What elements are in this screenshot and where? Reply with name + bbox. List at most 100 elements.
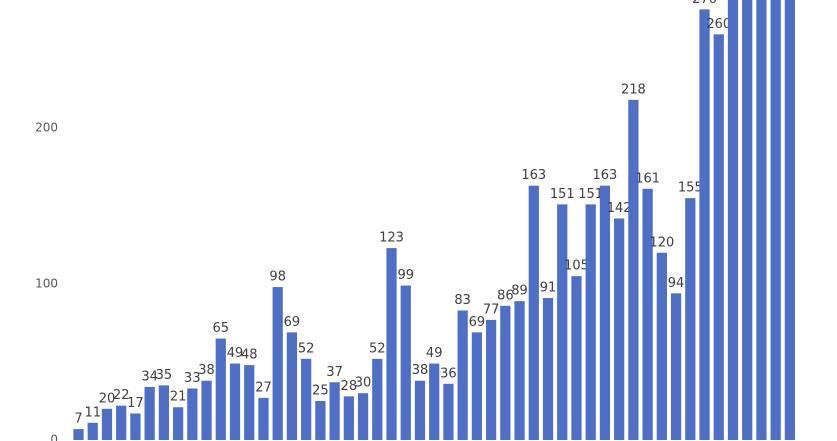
data-label: 30 [355, 376, 372, 391]
data-label: 38 [198, 363, 215, 378]
bar [685, 198, 696, 440]
bar [514, 301, 525, 440]
data-label: 11 [84, 405, 101, 420]
bar [258, 397, 269, 440]
data-label: 69 [284, 315, 301, 330]
data-label: 27 [255, 380, 272, 395]
bar [471, 332, 483, 440]
data-label: 218 [621, 82, 646, 97]
bar [315, 400, 326, 440]
bar [301, 358, 312, 440]
bar [172, 407, 184, 440]
bar [272, 287, 283, 440]
data-label: 69 [469, 315, 486, 330]
bar [443, 383, 454, 440]
data-label: 77 [483, 302, 500, 317]
bar [670, 293, 682, 440]
data-label: 49 [426, 346, 443, 361]
bar [158, 385, 170, 440]
data-label: 94 [668, 276, 685, 291]
data-label: 36 [440, 366, 457, 381]
data-label: 83 [454, 293, 471, 308]
bar [201, 380, 212, 440]
data-label: 163 [521, 168, 546, 183]
bar [614, 218, 625, 440]
bar [144, 386, 155, 440]
bar [770, 0, 781, 440]
data-label: 20 [99, 391, 116, 406]
bar [571, 276, 582, 440]
data-label: 52 [298, 341, 315, 356]
data-label: 151 [550, 187, 575, 202]
bar [400, 285, 411, 440]
data-label: 89 [511, 284, 528, 299]
bar [372, 358, 383, 440]
data-label: 35 [156, 368, 173, 383]
bar [713, 34, 724, 441]
bar [357, 393, 369, 440]
data-label: 22 [113, 388, 130, 403]
bar [187, 388, 198, 440]
y-tick-label: 200 [35, 120, 58, 134]
data-label: 260 [706, 17, 731, 32]
data-label: 105 [564, 259, 589, 274]
data-label: 276 [692, 0, 717, 7]
data-label: 98 [269, 270, 286, 285]
y-tick-label: 100 [35, 276, 58, 290]
bar [101, 408, 113, 440]
bar [414, 380, 426, 440]
bar [485, 319, 497, 440]
bar [542, 298, 554, 440]
bar [343, 396, 354, 440]
data-label: 49 [227, 346, 244, 361]
data-label: 34 [141, 369, 158, 384]
bar [756, 0, 767, 441]
bar [215, 338, 226, 440]
bar [528, 185, 539, 440]
bar [642, 188, 653, 440]
data-label: 7 [74, 412, 82, 427]
data-label: 17 [127, 396, 144, 411]
data-label: 21 [170, 390, 187, 405]
bar [699, 9, 710, 441]
y-tick-label: 0 [50, 433, 58, 441]
data-label: 161 [635, 171, 660, 186]
data-label: 33 [184, 371, 201, 386]
data-label: 155 [678, 181, 703, 196]
data-label: 38 [412, 363, 429, 378]
bar [557, 204, 568, 440]
bar [244, 365, 255, 440]
bar [457, 310, 468, 440]
bar [130, 413, 141, 440]
data-label: 48 [241, 348, 258, 363]
bar [656, 252, 667, 440]
bar [599, 185, 611, 440]
data-label: 52 [369, 341, 386, 356]
bar [500, 305, 511, 440]
bar [784, 0, 796, 440]
data-label: 142 [607, 201, 632, 216]
bar [386, 248, 397, 440]
bar [585, 204, 596, 440]
data-label: 123 [379, 231, 404, 246]
bar [628, 99, 639, 440]
data-label: 99 [397, 268, 414, 283]
bar [87, 422, 98, 440]
data-label: 120 [649, 235, 674, 250]
bar [329, 382, 340, 440]
bar [429, 363, 440, 440]
bar [742, 0, 753, 440]
data-label: 37 [326, 365, 343, 380]
bar [286, 332, 298, 440]
bar [116, 405, 127, 440]
data-label: 25 [312, 383, 329, 398]
data-label: 91 [540, 281, 557, 296]
data-label: 28 [341, 379, 358, 394]
data-label: 151 [578, 187, 603, 202]
bar [73, 429, 84, 440]
bar [727, 0, 739, 441]
data-label: 163 [593, 168, 618, 183]
data-label: 86 [497, 288, 514, 303]
